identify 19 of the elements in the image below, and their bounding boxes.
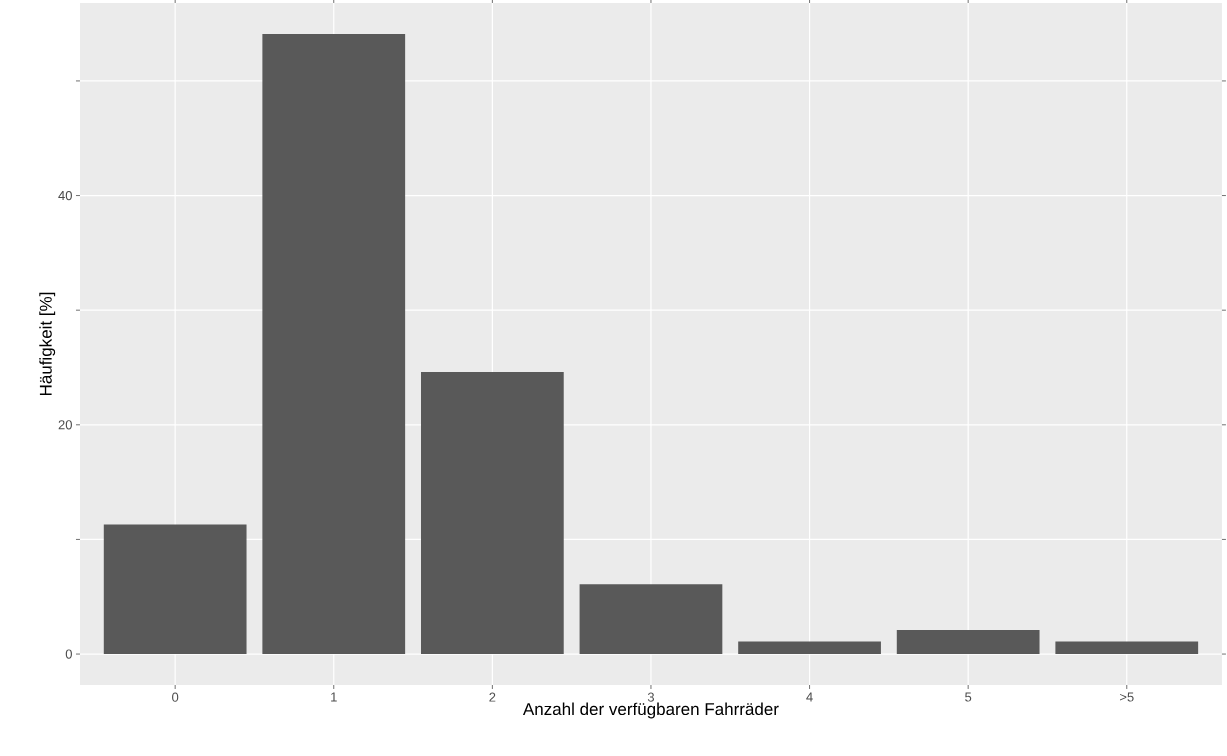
x-tick-label: >5	[1120, 692, 1134, 702]
x-tick-label: 5	[965, 692, 972, 702]
x-tick-label: 1	[331, 692, 337, 702]
bar	[420, 372, 564, 655]
y-tick-label: 0	[65, 649, 72, 659]
bar	[262, 33, 406, 655]
y-tick-label: 40	[58, 190, 72, 201]
y-tick-label: 20	[58, 420, 72, 430]
x-tick-label: 4	[806, 692, 813, 702]
bar	[579, 584, 723, 655]
bar	[103, 524, 247, 655]
x-tick-label: 3	[647, 692, 655, 702]
y-axis-title: Häufigkeit [%]	[39, 292, 56, 396]
bar	[1055, 641, 1199, 655]
x-tick-label: 2	[489, 692, 496, 702]
x-tick-label: 0	[172, 692, 179, 702]
bar	[738, 641, 881, 655]
x-axis-title: Anzahl der verfügbaren Fahrräder	[522, 702, 779, 719]
bar	[896, 629, 1040, 655]
